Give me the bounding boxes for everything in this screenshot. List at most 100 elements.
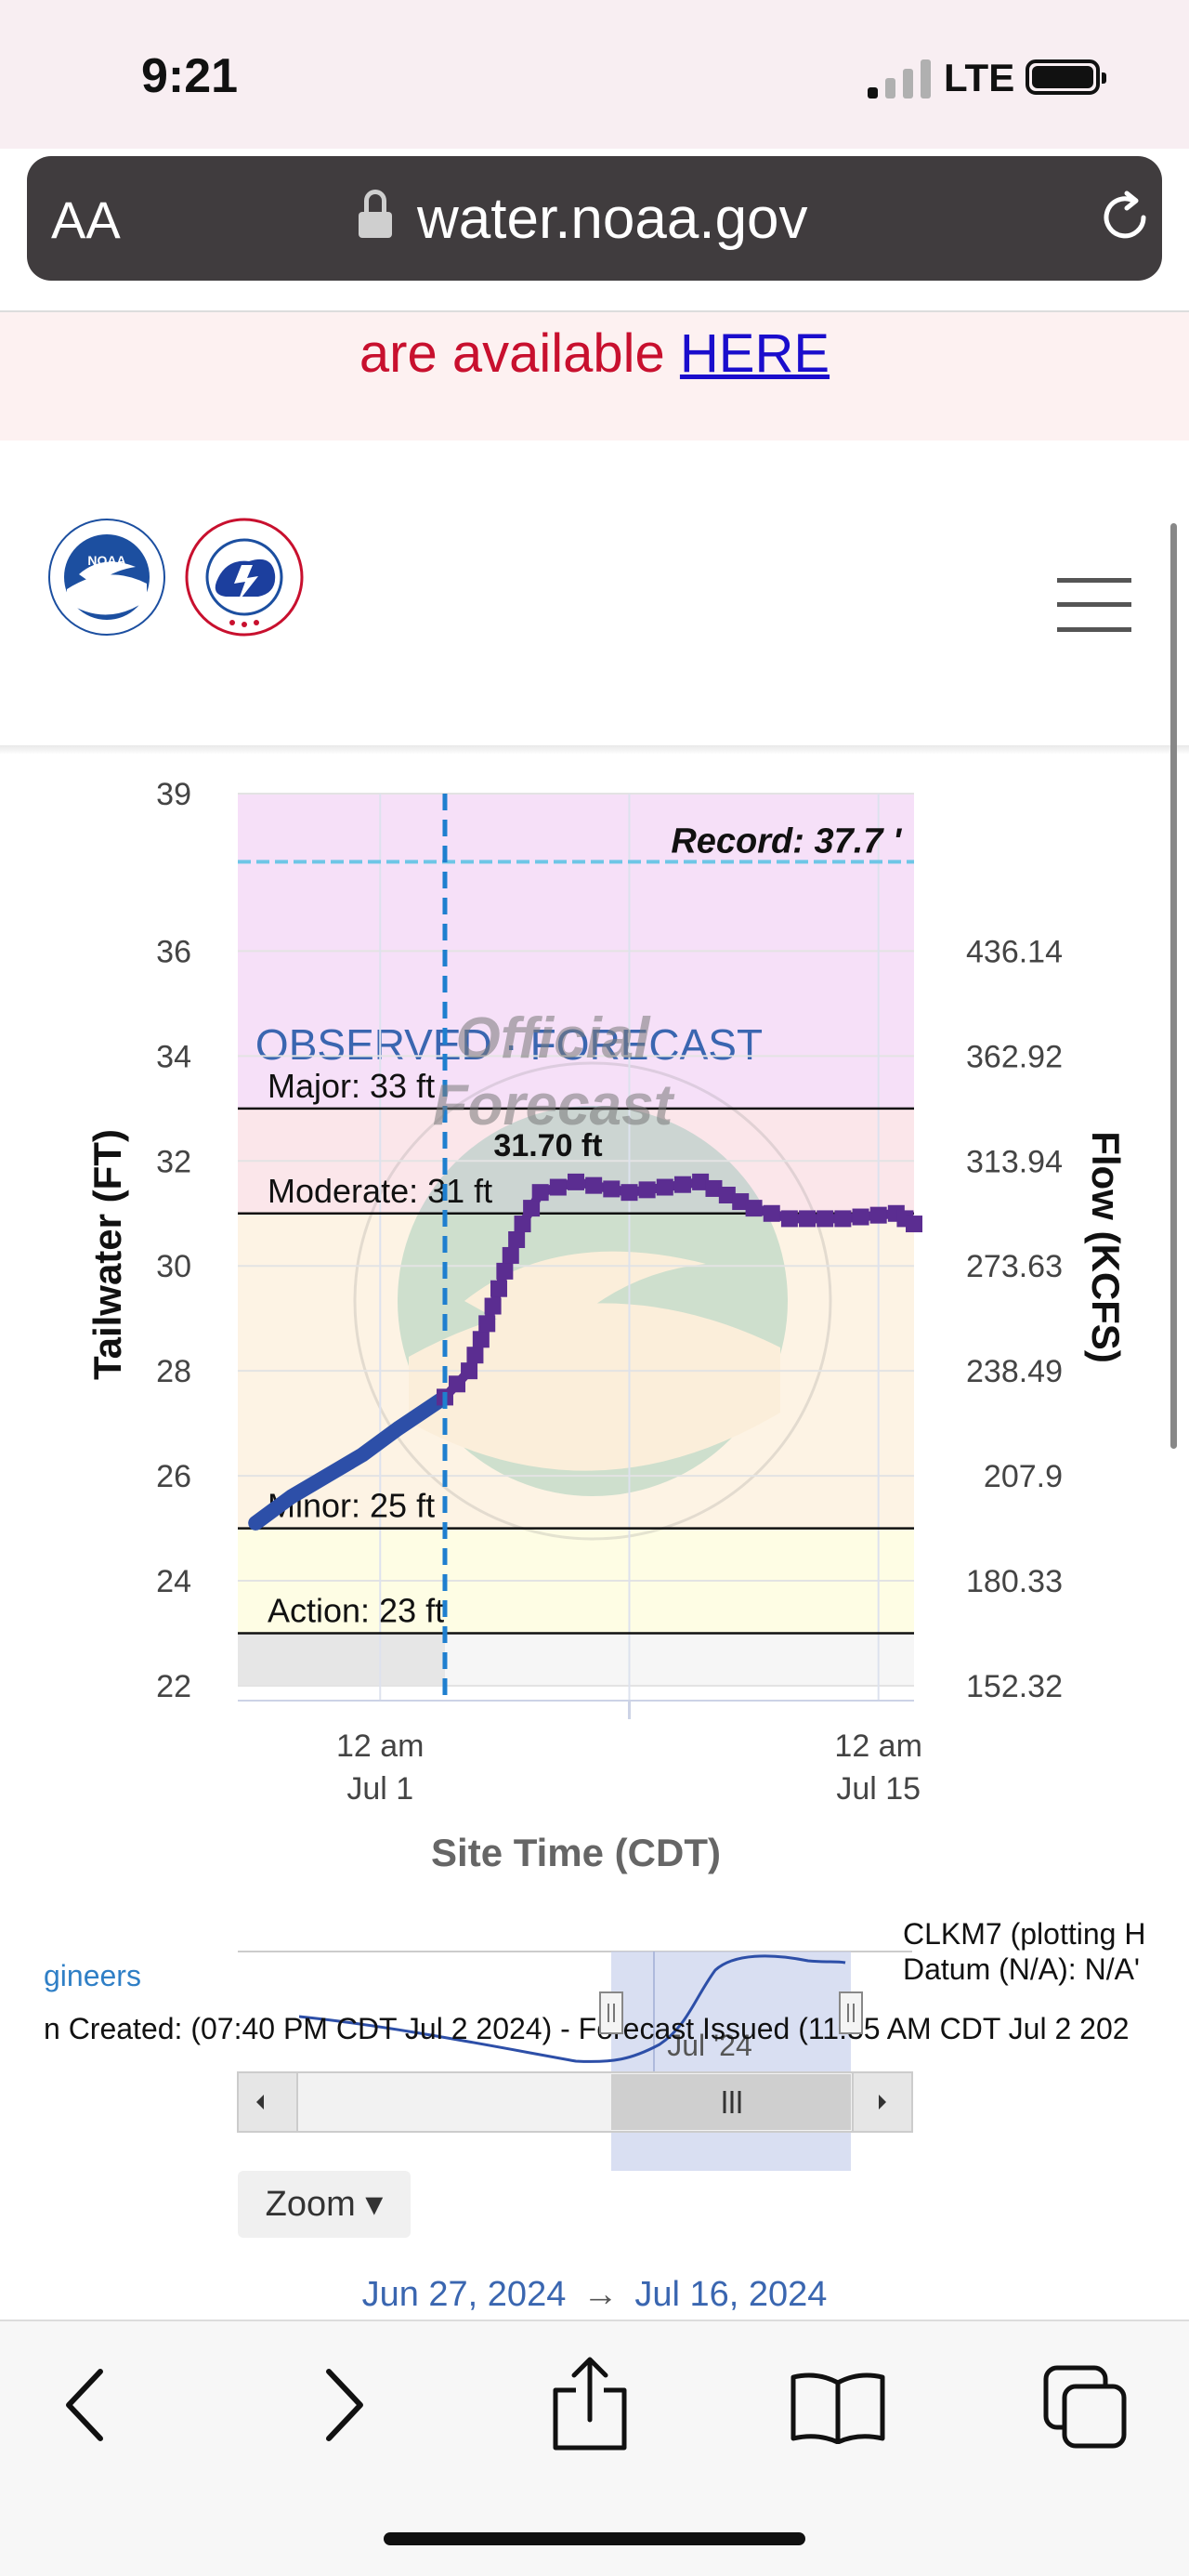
status-bar: 9:21 LTE <box>0 0 1189 149</box>
y2-tick-label: 362.92 <box>966 1039 1063 1074</box>
x-tick-label: Jul 15 <box>836 1771 921 1807</box>
lock-icon <box>359 190 392 238</box>
record-label: Record: 37.7 ' <box>671 821 903 861</box>
address-bar[interactable]: AA water.noaa.gov <box>27 156 1162 281</box>
forecast-point <box>472 1331 490 1348</box>
forecast-point <box>799 1210 817 1228</box>
observed-series-line <box>248 1389 452 1531</box>
forecast-point <box>549 1178 567 1196</box>
forecast-point <box>508 1231 526 1248</box>
credit-left[interactable]: gineers <box>44 1959 141 1992</box>
forecast-point <box>906 1216 922 1233</box>
nws-logo[interactable] <box>184 517 305 637</box>
forecast-point <box>869 1206 887 1224</box>
y-tick-label: 24 <box>156 1564 191 1599</box>
hamburger-icon[interactable] <box>1057 578 1131 632</box>
band-normal-observed <box>238 1633 445 1686</box>
y-tick-label: 34 <box>156 1039 191 1074</box>
y2-tick-label: 207.9 <box>984 1459 1063 1494</box>
status-time: 9:21 <box>141 49 239 103</box>
text-size-label: AA <box>51 191 121 249</box>
forecast-point <box>484 1297 502 1315</box>
text-size-button[interactable]: AA <box>51 190 121 250</box>
forecast-point <box>502 1246 519 1264</box>
forecast-point <box>568 1173 584 1190</box>
forecast-point <box>514 1216 531 1233</box>
y2-tick-label: 152.32 <box>966 1669 1063 1704</box>
peak-label: 31.70 ft <box>493 1128 602 1163</box>
forecast-point <box>621 1184 638 1202</box>
forecast-point <box>780 1210 798 1228</box>
forecast-point <box>478 1315 496 1333</box>
x-tick-label: 12 am <box>336 1728 425 1764</box>
scroll-left-button[interactable] <box>237 2071 298 2133</box>
y2-tick-label: 436.14 <box>966 934 1063 969</box>
navigator-handle-left[interactable] <box>599 1991 623 2034</box>
forecast-point <box>490 1280 507 1297</box>
navigator-panel[interactable]: gineers CLKM7 (plotting H Datum (N/A): N… <box>0 1896 1189 2175</box>
y-tick-label: 26 <box>156 1459 191 1494</box>
forecast-point <box>745 1200 763 1217</box>
alert-message: are available <box>359 323 680 384</box>
ylabel: Tailwater (FT) <box>85 1129 129 1380</box>
y-tick-label: 36 <box>156 934 191 969</box>
reload-icon[interactable] <box>1095 188 1155 247</box>
forward-icon[interactable] <box>316 2366 372 2444</box>
forecast-point <box>585 1176 603 1194</box>
noaa-logo[interactable]: NOAA <box>46 517 167 637</box>
url-text[interactable]: water.noaa.gov <box>417 187 808 251</box>
here-link[interactable]: HERE <box>679 323 830 384</box>
y-tick-label: 28 <box>156 1354 191 1389</box>
navigator-handle-right[interactable] <box>839 1991 863 2034</box>
navigator-selection[interactable] <box>611 1952 851 2171</box>
zoom-dropdown[interactable]: Zoom ▾ <box>238 2171 411 2238</box>
forecast-point <box>852 1208 869 1226</box>
page-scrollbar[interactable] <box>1170 523 1177 1449</box>
forecast-point <box>523 1200 541 1217</box>
scroll-left-icon <box>256 2095 264 2109</box>
forecast-point <box>638 1181 656 1199</box>
share-icon[interactable] <box>550 2355 630 2451</box>
forecast-point <box>705 1179 723 1197</box>
y2-tick-label: 180.33 <box>966 1564 1063 1599</box>
forecast-point <box>692 1173 710 1190</box>
forecast-point <box>718 1187 736 1203</box>
y-tick-label: 30 <box>156 1249 191 1284</box>
svg-text:NOAA: NOAA <box>87 553 125 568</box>
hydrograph-chart[interactable]: OBSERVED · FORECAST Major: 33 ft Moderate… <box>0 706 1189 1896</box>
forecast-point <box>656 1178 673 1196</box>
tabs-icon[interactable] <box>1042 2364 1130 2451</box>
watermark-official: Official <box>455 1006 651 1071</box>
header-divider <box>0 745 1189 755</box>
credit-right-1: CLKM7 (plotting H <box>903 1917 1145 1951</box>
y-tick-label: 22 <box>156 1669 191 1704</box>
navigator-series <box>298 1954 846 2063</box>
alert-text: are available HERE <box>0 312 1189 396</box>
xlabel: Site Time (CDT) <box>431 1831 721 1874</box>
partial-top-labels: OBSERVED · FORECAST <box>255 1020 763 1069</box>
alert-banner: are available HERE <box>0 310 1189 440</box>
scroll-right-icon <box>879 2095 886 2109</box>
y-tick-label: 39 <box>156 777 191 812</box>
network-type: LTE <box>944 56 1015 99</box>
y2-tick-label: 273.63 <box>966 1249 1063 1284</box>
y2-tick-label: 238.49 <box>966 1354 1063 1389</box>
forecast-point <box>461 1362 478 1380</box>
bookmarks-icon[interactable] <box>790 2370 886 2444</box>
date-range: Jun 27, 2024 → Jul 16, 2024 <box>0 2275 1189 2315</box>
stage-label: Moderate: 31 ft <box>268 1172 492 1210</box>
credit-right-2: Datum (N/A): N/A' <box>903 1952 1140 1986</box>
stage-label: Major: 33 ft <box>268 1067 435 1105</box>
forecast-point <box>817 1210 834 1228</box>
back-icon[interactable] <box>58 2366 113 2444</box>
forecast-series-line <box>440 1176 919 1402</box>
forecast-point <box>466 1347 484 1364</box>
x-tick-label: Jul 1 <box>346 1771 413 1807</box>
range-start[interactable]: Jun 27, 2024 <box>361 2275 567 2314</box>
watermark-forecast: Forecast <box>433 1073 675 1137</box>
forecast-point <box>834 1210 852 1228</box>
range-arrow: → <box>582 2275 619 2314</box>
stage-label: Action: 23 ft <box>268 1592 444 1630</box>
range-end[interactable]: Jul 16, 2024 <box>634 2275 828 2314</box>
forecast-point <box>673 1176 691 1193</box>
